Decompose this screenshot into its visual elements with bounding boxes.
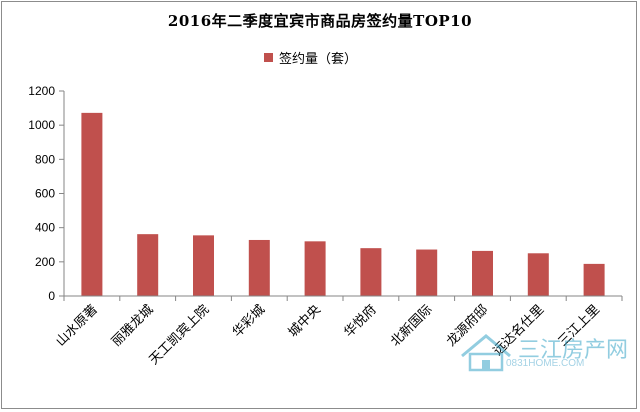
bar <box>416 249 438 296</box>
bar <box>360 248 382 296</box>
bar <box>137 234 159 296</box>
x-tick-label: 天工凯宾上院 <box>146 302 212 368</box>
watermark-text: 三江房产网 <box>518 338 629 363</box>
y-tick-label: 800 <box>35 152 55 166</box>
x-tick-label: 丽雅龙城 <box>109 302 156 349</box>
chart-title: 2016年二季度宜宾市商品房签约量TOP10 <box>167 12 473 30</box>
y-tick-label: 200 <box>35 255 55 269</box>
bar <box>527 253 549 296</box>
bar <box>81 112 103 296</box>
legend-swatch <box>264 52 273 62</box>
y-tick-label: 0 <box>48 289 55 303</box>
x-tick-label: 北新国际 <box>387 302 435 350</box>
y-tick-label: 1200 <box>28 84 55 98</box>
bar <box>193 235 214 296</box>
bar <box>472 250 493 296</box>
x-tick-label: 城中央 <box>286 302 324 340</box>
bar <box>304 241 326 296</box>
x-tick-label: 华彩城 <box>230 302 268 340</box>
y-tick-label: 400 <box>35 221 55 235</box>
y-axis: 0 200 400 600 800 1000 1200 <box>28 84 65 303</box>
chart-legend: 签约量（套） <box>264 48 358 67</box>
y-tick-label: 600 <box>35 187 55 201</box>
bar <box>248 239 270 296</box>
y-tick-label: 1000 <box>28 118 55 132</box>
watermark: 三江房产网 0831HOME.COM <box>456 330 628 376</box>
bar <box>583 263 605 296</box>
x-tick-label: 华悦府 <box>342 302 380 340</box>
bars <box>81 112 605 296</box>
x-tick-label: 山水原著 <box>53 302 100 349</box>
house-logo-icon <box>461 334 511 372</box>
legend-label: 签约量（套） <box>279 51 358 67</box>
watermark-url: 0831HOME.COM <box>506 358 585 369</box>
